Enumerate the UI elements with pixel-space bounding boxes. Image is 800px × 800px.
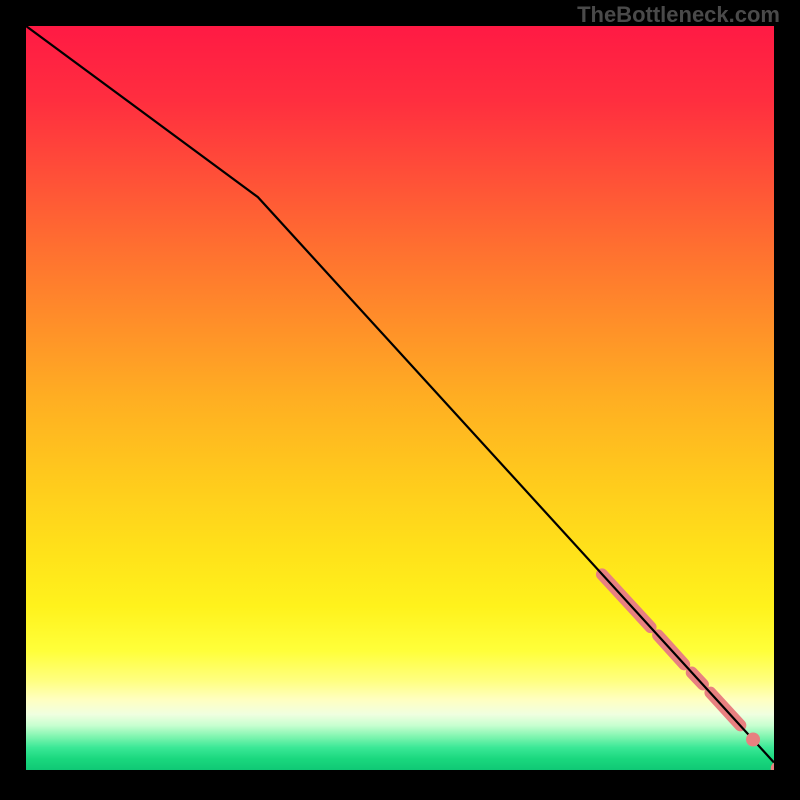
end-markers	[746, 732, 774, 770]
main-curve	[26, 26, 774, 763]
line-layer	[26, 26, 774, 770]
plot-area	[26, 26, 774, 770]
chart-container: TheBottleneck.com	[0, 0, 800, 800]
watermark-text: TheBottleneck.com	[577, 2, 780, 28]
